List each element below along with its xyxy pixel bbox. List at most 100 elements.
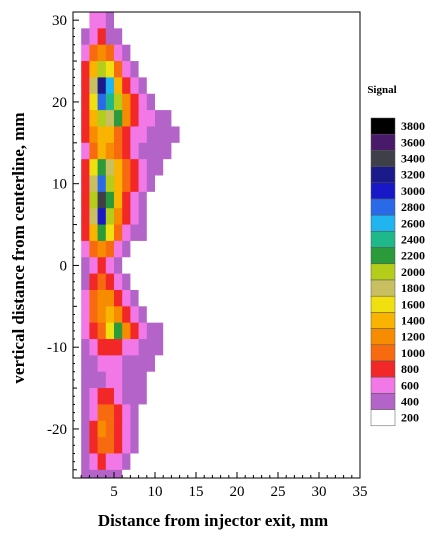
heatmap-cell <box>130 93 140 111</box>
heatmap-cell <box>130 44 140 62</box>
heatmap-cell <box>89 420 99 438</box>
heatmap-cell <box>105 126 115 144</box>
legend-swatch <box>370 376 396 394</box>
heatmap-cell <box>187 404 197 422</box>
legend-label: 3400 <box>401 152 425 166</box>
heatmap-cell <box>89 159 99 177</box>
heatmap-cell <box>163 289 172 307</box>
heatmap-cell <box>179 126 189 144</box>
heatmap-cell <box>81 175 90 193</box>
heatmap-cell <box>146 289 156 307</box>
heatmap-cell <box>105 191 115 209</box>
heatmap-cell <box>97 93 107 111</box>
heatmap-cell <box>122 388 131 406</box>
heatmap-cell <box>89 437 99 455</box>
heatmap-cell <box>179 322 189 340</box>
legend-title: Signal <box>367 84 396 96</box>
heatmap-cell <box>130 12 140 29</box>
heatmap-cell <box>89 142 99 160</box>
heatmap-cell <box>155 437 164 455</box>
heatmap-cell <box>179 257 189 275</box>
heatmap-cell <box>171 273 181 291</box>
legend-label: 1800 <box>401 281 425 295</box>
heatmap-cell <box>73 437 82 455</box>
heatmap-cell <box>146 191 156 209</box>
legend-label: 2200 <box>401 249 425 263</box>
heatmap-cell <box>163 339 172 356</box>
heatmap-cell <box>146 110 156 128</box>
heatmap-cell <box>163 420 172 438</box>
heatmap-cell <box>171 142 181 160</box>
heatmap-cell <box>146 306 156 324</box>
legend-swatch <box>370 393 396 410</box>
heatmap-cell <box>122 93 131 111</box>
heatmap-cell <box>187 371 197 389</box>
heatmap-cell <box>155 339 164 356</box>
legend-swatch <box>370 312 396 329</box>
heatmap-cell <box>171 306 181 324</box>
legend-swatch <box>370 344 396 362</box>
heatmap-cell <box>138 339 148 356</box>
heatmap-cell <box>171 224 181 242</box>
heatmap-cell <box>89 273 99 291</box>
heatmap-cell <box>187 355 197 373</box>
heatmap-cell <box>73 371 82 389</box>
heatmap-cell <box>155 273 164 291</box>
heatmap-cell <box>97 388 107 406</box>
heatmap-cell <box>89 388 99 406</box>
heatmap-cell <box>163 273 172 291</box>
heatmap-cell <box>73 110 82 128</box>
heatmap-cell <box>81 404 90 422</box>
heatmap-cell <box>114 437 123 455</box>
heatmap-cell <box>187 240 197 258</box>
heatmap-cell <box>138 77 148 95</box>
heatmap-cell <box>171 159 181 177</box>
x-axis-title: Distance from injector exit, mm <box>98 511 328 530</box>
heatmap-cell <box>89 371 99 389</box>
heatmap-cell <box>179 388 189 406</box>
heatmap-cell <box>187 388 197 406</box>
heatmap-cell <box>73 355 82 373</box>
heatmap-cell <box>114 240 123 258</box>
heatmap-cell <box>81 289 90 307</box>
heatmap-cell <box>73 388 82 406</box>
heatmap-cell <box>171 257 181 275</box>
heatmap-cell <box>73 159 82 177</box>
heatmap-cell <box>89 224 99 242</box>
heatmap-cell <box>114 44 123 62</box>
legend-label: 3200 <box>401 168 425 182</box>
heatmap-cell <box>97 12 107 29</box>
heatmap-cell <box>163 208 172 226</box>
heatmap-cell <box>105 240 115 258</box>
heatmap-cell <box>187 126 197 144</box>
heatmap-cell <box>122 420 131 438</box>
heatmap-cell <box>114 28 123 46</box>
heatmap-cell <box>163 44 172 62</box>
heatmap-cell <box>163 126 172 144</box>
heatmap-cell <box>187 93 197 111</box>
heatmap-cell <box>138 191 148 209</box>
heatmap-cell <box>114 12 123 29</box>
heatmap-cell <box>179 61 189 78</box>
heatmap-cell <box>171 240 181 258</box>
heatmap-cell <box>171 77 181 95</box>
heatmap-cell <box>73 273 82 291</box>
heatmap-cell <box>187 110 197 128</box>
heatmap-cell <box>163 61 172 78</box>
heatmap-cell <box>171 44 181 62</box>
heatmap-cell <box>155 110 164 128</box>
heatmap-cell <box>73 404 82 422</box>
heatmap-cell <box>171 289 181 307</box>
heatmap-cell <box>155 224 164 242</box>
heatmap-cell <box>146 224 156 242</box>
plot-frame <box>72 11 361 479</box>
heatmap-cell <box>138 175 148 193</box>
heatmap-cell <box>171 420 181 438</box>
heatmap-cell <box>89 175 99 193</box>
heatmap-cell <box>155 175 164 193</box>
legend-swatch <box>370 328 396 346</box>
heatmap-cell <box>179 93 189 111</box>
heatmap-cell <box>81 77 90 95</box>
heatmap-cell <box>130 191 140 209</box>
y-tick-label: 30 <box>52 13 67 29</box>
